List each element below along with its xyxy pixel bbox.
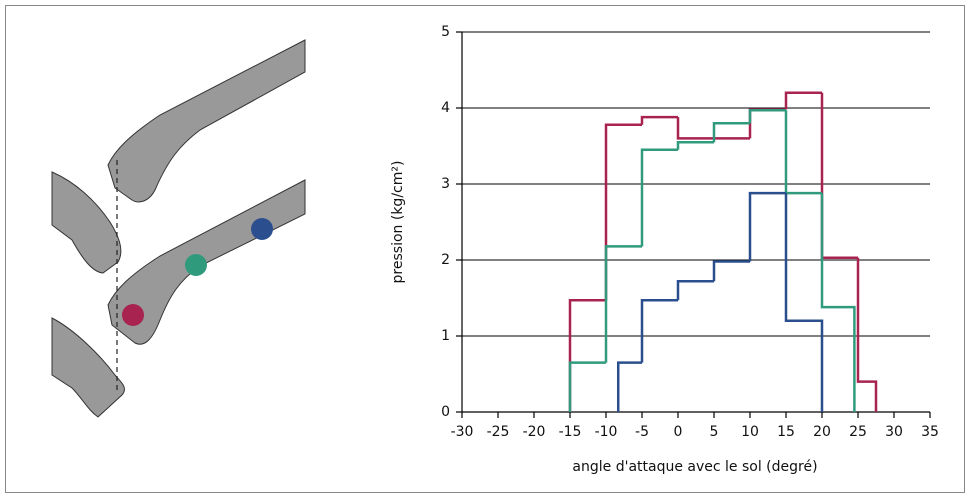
x-tick-label: -20 <box>523 424 546 440</box>
histogram-step <box>712 260 750 282</box>
x-tick-label: 15 <box>777 424 795 440</box>
histogram-step <box>784 91 822 110</box>
histogram-step <box>616 361 642 412</box>
histogram-step <box>784 110 822 195</box>
x-axis-label: angle d'attaque avec le sol (degré) <box>572 459 817 475</box>
histogram-step <box>640 115 678 125</box>
x-tick-label: 10 <box>741 424 759 440</box>
histogram-step <box>820 193 856 412</box>
x-tick-label: 0 <box>674 424 683 440</box>
histogram-step <box>748 108 786 139</box>
histogram-step <box>568 361 606 412</box>
histogram-step <box>748 109 786 124</box>
left-lower-fragment <box>51 317 125 418</box>
y-axis-label: pression (kg/cm²) <box>390 161 406 284</box>
x-tick-label: 30 <box>885 424 903 440</box>
x-tick-label: 25 <box>849 424 867 440</box>
histogram-step <box>856 257 878 412</box>
histogram-step <box>604 245 642 363</box>
histogram-step <box>820 92 858 259</box>
y-tick-label: 5 <box>441 24 450 40</box>
left-upper-fragment <box>51 171 122 274</box>
red-dot <box>122 304 144 326</box>
y-tick-label: 4 <box>441 100 450 116</box>
histogram-step <box>604 123 642 301</box>
y-tick-label: 0 <box>441 404 450 420</box>
x-tick-label: -25 <box>487 424 510 440</box>
histogram-step <box>676 117 714 140</box>
histogram-step <box>640 148 678 247</box>
x-tick-label: -10 <box>595 424 618 440</box>
x-tick-label: 20 <box>813 424 831 440</box>
x-tick-label: -5 <box>635 424 649 440</box>
histogram-step <box>568 299 606 412</box>
blade-diagram <box>51 39 306 418</box>
histogram-step <box>676 140 714 150</box>
frame <box>5 5 965 493</box>
x-tick-label: -30 <box>451 424 474 440</box>
histogram-step <box>748 191 786 262</box>
x-tick-label: 35 <box>921 424 939 440</box>
y-tick-label: 2 <box>441 252 450 268</box>
histogram-step <box>676 280 714 301</box>
x-tick-label: -15 <box>559 424 582 440</box>
histogram-step <box>784 193 824 412</box>
y-tick-label: 1 <box>441 328 450 344</box>
upper-blade <box>107 39 306 203</box>
green-dot <box>185 254 207 276</box>
histogram-step <box>640 299 678 363</box>
y-tick-label: 3 <box>441 176 450 192</box>
histogram-step <box>712 121 750 143</box>
blue-dot <box>251 218 273 240</box>
x-tick-label: 5 <box>710 424 719 440</box>
